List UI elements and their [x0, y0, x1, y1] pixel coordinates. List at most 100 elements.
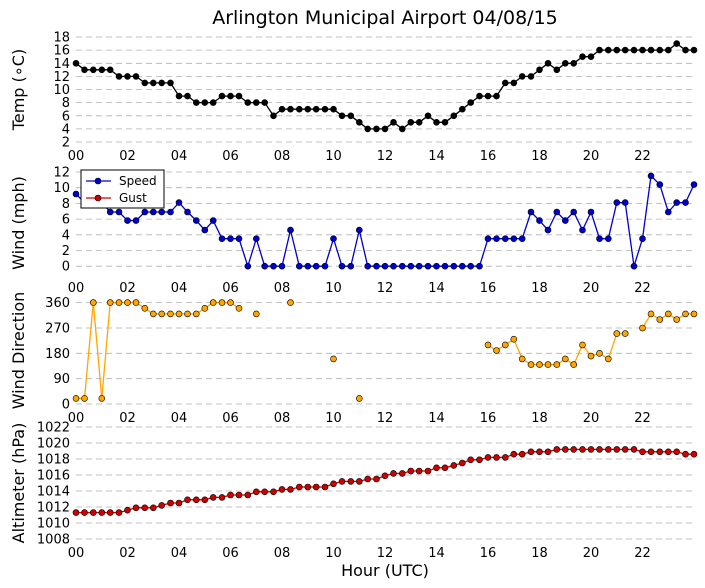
x-tick-label-wind: 10	[325, 281, 342, 296]
data-point-wind	[244, 262, 252, 270]
data-point-dir	[227, 299, 234, 306]
data-point-temp	[201, 99, 209, 106]
data-point-wind	[630, 262, 638, 270]
data-point-alt	[252, 488, 260, 496]
data-point-temp	[647, 46, 655, 54]
data-point-wind	[424, 262, 432, 270]
data-point-dir	[639, 324, 646, 332]
x-tick-label-dir: 22	[634, 411, 651, 426]
data-point-wind	[381, 262, 389, 270]
data-point-wind	[270, 262, 277, 270]
data-point-dir	[209, 299, 217, 306]
data-point-wind	[656, 181, 664, 188]
x-tick-label-wind: 06	[222, 281, 239, 296]
data-point-wind	[304, 262, 312, 270]
data-point-dir	[587, 352, 595, 360]
y-tick-label-wind: 6	[62, 213, 70, 228]
data-point-alt	[493, 454, 500, 461]
data-point-alt	[639, 448, 646, 456]
data-point-temp	[570, 59, 578, 67]
data-point-dir	[570, 361, 578, 368]
y-tick-label-alt: 1020	[37, 437, 70, 452]
data-point-wind	[295, 262, 303, 270]
x-tick-label-dir: 16	[480, 411, 497, 426]
x-tick-label-wind: 14	[428, 281, 445, 296]
x-tick-label-dir: 20	[583, 411, 600, 426]
legend-box	[80, 169, 165, 209]
legend-entry: Gust	[119, 191, 147, 205]
data-point-temp	[596, 46, 603, 54]
data-point-dir	[252, 310, 260, 318]
data-point-temp	[673, 40, 681, 47]
data-point-alt	[673, 448, 681, 456]
data-point-temp	[381, 125, 389, 133]
data-point-wind	[415, 262, 423, 270]
data-point-temp	[493, 92, 500, 100]
data-point-temp	[90, 66, 97, 74]
data-point-temp	[124, 73, 131, 80]
data-point-alt	[175, 499, 183, 507]
data-point-temp	[347, 112, 355, 120]
series-segment-dir	[573, 344, 584, 365]
x-tick-label-temp: 14	[428, 149, 445, 164]
data-point-wind	[115, 208, 123, 216]
data-point-dir	[106, 299, 114, 306]
data-point-alt	[647, 448, 655, 456]
data-point-wind	[673, 199, 681, 206]
x-tick-label-dir: 08	[274, 411, 291, 426]
data-point-wind	[167, 208, 174, 216]
data-point-temp	[639, 46, 646, 54]
data-point-wind	[647, 172, 655, 180]
data-point-wind	[613, 199, 621, 206]
data-point-temp	[476, 92, 483, 100]
series-segment-dir	[101, 302, 111, 399]
data-point-temp	[244, 99, 252, 106]
x-tick-label-wind: 20	[583, 281, 600, 296]
data-point-temp	[235, 92, 243, 100]
data-point-alt	[124, 506, 131, 514]
data-point-wind	[690, 181, 698, 188]
data-point-dir	[596, 349, 603, 357]
data-point-temp	[441, 119, 449, 126]
data-point-alt	[415, 467, 423, 475]
data-point-alt	[364, 475, 372, 483]
data-point-alt	[390, 470, 397, 477]
y-tick-label-alt: 1012	[37, 501, 70, 516]
data-point-wind	[587, 208, 595, 216]
y-tick-label-dir: 180	[45, 347, 70, 362]
data-point-temp	[604, 46, 612, 54]
legend: Speed Gust	[80, 169, 165, 209]
x-tick-label-alt: 14	[428, 546, 445, 561]
data-point-temp	[209, 99, 217, 106]
data-point-dir	[235, 304, 243, 312]
y-tick-label-temp: 4	[62, 122, 70, 137]
data-point-alt	[561, 446, 569, 453]
data-point-dir	[141, 304, 149, 312]
x-tick-label-alt: 16	[480, 546, 497, 561]
data-point-wind	[227, 235, 234, 242]
data-point-alt	[270, 488, 277, 496]
data-point-dir	[493, 347, 500, 354]
y-tick-label-dir: 360	[45, 296, 70, 311]
data-point-alt	[484, 454, 492, 461]
data-point-wind	[510, 235, 518, 242]
y-tick-label-dir: 0	[62, 398, 70, 413]
y-axis-label-dir: Wind Direction	[9, 292, 28, 410]
data-point-wind	[527, 208, 535, 216]
data-point-alt	[467, 456, 475, 464]
data-point-alt	[527, 448, 535, 456]
data-point-wind	[261, 262, 269, 270]
data-point-wind	[596, 235, 603, 242]
data-point-temp	[373, 125, 380, 133]
x-tick-label-alt: 10	[325, 546, 342, 561]
x-tick-label-dir: 10	[325, 411, 342, 426]
x-axis-label: Hour (UTC)	[341, 561, 429, 580]
data-point-wind	[347, 262, 355, 270]
data-point-alt	[81, 509, 88, 516]
y-axis-label-temp: Temp (∘C)	[9, 49, 28, 131]
y-tick-label-wind: 10	[53, 181, 70, 196]
data-point-temp	[278, 105, 286, 113]
